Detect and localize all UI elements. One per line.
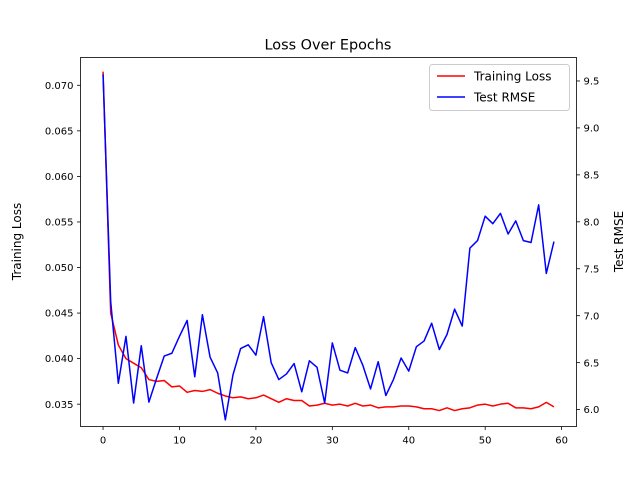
y-tick-label: 0.070 — [45, 81, 74, 92]
x-tick-label: 40 — [402, 436, 415, 447]
y2-axis-label: Test RMSE — [612, 211, 626, 273]
y2-tick-label: 7.5 — [584, 264, 600, 275]
y-tick-label: 0.055 — [45, 218, 74, 229]
y-axis-label: Training Loss — [10, 203, 24, 281]
y2-tick-label: 7.0 — [584, 311, 600, 322]
y2-tick-label: 6.0 — [584, 405, 600, 416]
x-tick-label: 10 — [173, 436, 186, 447]
plot-frame — [80, 57, 577, 427]
series-line-training-loss — [102, 71, 555, 412]
x-tick-label: 30 — [326, 436, 339, 447]
x-tick-label: 50 — [479, 436, 492, 447]
y-tick-label: 0.065 — [45, 126, 74, 137]
y-axis-left: 0.035 0.040 0.045 0.050 0.055 0.060 0.065 0.070 — [45, 81, 81, 411]
y2-tick-label: 6.5 — [584, 358, 600, 369]
y-tick-label: 0.040 — [45, 354, 74, 365]
plot-lines — [102, 71, 555, 421]
y-tick-label: 0.045 — [45, 309, 74, 320]
y-tick-label: 0.035 — [45, 400, 74, 411]
legend-label-test-rmse: Test RMSE — [473, 91, 535, 105]
y-tick-label: 0.060 — [45, 172, 74, 183]
y2-tick-label: 9.5 — [584, 77, 600, 88]
x-tick-label: 20 — [250, 436, 263, 447]
x-tick-label: 0 — [100, 436, 106, 447]
y2-tick-label: 8.0 — [584, 217, 600, 228]
x-tick-label: 60 — [555, 436, 568, 447]
y2-tick-label: 9.0 — [584, 124, 600, 135]
y-tick-label: 0.050 — [45, 263, 74, 274]
chart-title: Loss Over Epochs — [265, 38, 392, 54]
series-line-test-rmse — [102, 74, 555, 421]
y-axis-right: 6.0 6.5 7.0 7.5 8.0 8.5 9.0 9.5 — [576, 77, 600, 416]
legend: Training Loss Test RMSE — [429, 64, 570, 111]
y2-tick-label: 8.5 — [584, 170, 600, 181]
x-axis: 0 10 20 30 40 50 60 — [100, 426, 568, 447]
legend-label-training-loss: Training Loss — [473, 70, 551, 84]
